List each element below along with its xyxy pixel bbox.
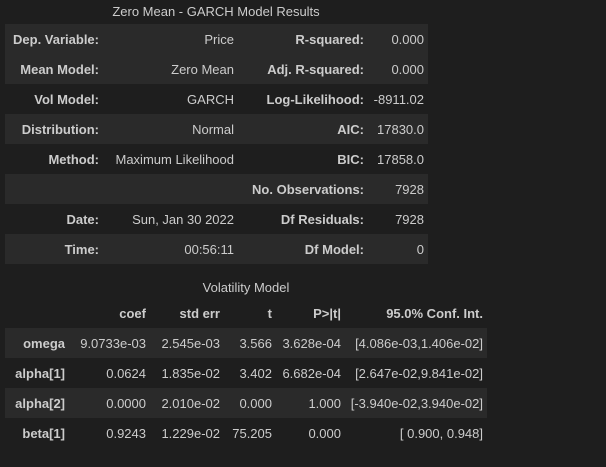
table-row: Time: 00:56:11 Df Model: 0 (5, 234, 428, 264)
row-label: Df Residuals: (280, 211, 364, 227)
row-label: Log-Likelihood: (266, 91, 364, 107)
row-label: Adj. R-squared: (238, 54, 368, 84)
row-value: 0 (368, 234, 428, 264)
param-name: alpha[1] (15, 365, 65, 381)
table-row: Distribution: Normal AIC: 17830.0 (5, 114, 428, 144)
row-value: 17830.0 (368, 114, 428, 144)
column-header: 95.0% Conf. Int. (386, 305, 483, 321)
row-label: AIC: (238, 114, 368, 144)
table-cell: 9.0733e-03 (69, 328, 150, 358)
row-value: Zero Mean (103, 54, 238, 84)
row-value: Maximum Likelihood (115, 151, 235, 167)
column-header (5, 298, 69, 328)
table-row: Date: Sun, Jan 30 2022 Df Residuals: 792… (5, 204, 428, 234)
table-row: Method: Maximum Likelihood BIC: 17858.0 (5, 144, 428, 174)
table-cell: [-3.940e-02,3.940e-02] (345, 388, 487, 418)
volatility-table: coef std err t P>|t| 95.0% Conf. Int. om… (5, 298, 487, 448)
summary-table: Dep. Variable: Price R-squared: 0.000 Me… (5, 24, 428, 264)
table-row: alpha[1] 0.0624 1.835e-02 3.402 6.682e-0… (5, 358, 487, 388)
header-row: coef std err t P>|t| 95.0% Conf. Int. (5, 298, 487, 328)
table-cell: 1.000 (276, 388, 345, 418)
table-cell: [4.086e-03,1.406e-02] (345, 328, 487, 358)
table-cell: 0.9243 (106, 425, 146, 441)
param-name: beta[1] (22, 425, 65, 441)
row-label: Distribution: (5, 114, 103, 144)
table-cell: 6.682e-04 (282, 365, 341, 381)
table-cell: 3.628e-04 (276, 328, 345, 358)
row-value: 0.000 (368, 54, 428, 84)
row-value: 0.000 (368, 24, 428, 54)
row-value: -8911.02 (373, 91, 424, 107)
volatility-model-title: Volatility Model (202, 280, 290, 295)
row-value: 7928 (395, 211, 424, 227)
column-header: std err (179, 305, 220, 321)
row-value: Normal (103, 114, 238, 144)
table-cell: 75.205 (232, 425, 272, 441)
row-label: R-squared: (238, 24, 368, 54)
table-row: omega 9.0733e-03 2.545e-03 3.566 3.628e-… (5, 328, 487, 358)
row-label: No. Observations: (238, 174, 368, 204)
row-label: Time: (5, 234, 103, 264)
row-label: Mean Model: (5, 54, 103, 84)
row-value: Price (103, 24, 238, 54)
table-row: beta[1] 0.9243 1.229e-02 75.205 0.000 [ … (5, 418, 487, 448)
table-cell: [2.647e-02,9.841e-02] (355, 365, 483, 381)
column-header: P>|t| (313, 305, 341, 321)
table-cell: [ 0.900, 0.948] (399, 425, 483, 441)
row-label: BIC: (337, 151, 364, 167)
table-row: No. Observations: 7928 (5, 174, 428, 204)
table-cell: 0.000 (224, 388, 276, 418)
row-label: Date: (66, 211, 99, 227)
column-header: coef (119, 305, 146, 321)
row-value: 17858.0 (377, 151, 424, 167)
row-value (103, 174, 238, 204)
row-value: 7928 (368, 174, 428, 204)
row-value: GARCH (187, 91, 234, 107)
table-cell: 1.229e-02 (161, 425, 220, 441)
row-label: Method: (48, 151, 99, 167)
table-row: Dep. Variable: Price R-squared: 0.000 (5, 24, 428, 54)
row-label (5, 174, 103, 204)
table-cell: 0.0000 (69, 388, 150, 418)
table-cell: 3.566 (224, 328, 276, 358)
table-cell: 2.010e-02 (150, 388, 224, 418)
table-cell: 0.0624 (106, 365, 146, 381)
table-cell: 3.402 (239, 365, 272, 381)
table-cell: 0.000 (308, 425, 341, 441)
table-cell: 1.835e-02 (161, 365, 220, 381)
row-value: Sun, Jan 30 2022 (132, 211, 234, 227)
param-name: omega (5, 328, 69, 358)
table-cell: 2.545e-03 (150, 328, 224, 358)
table-row: Mean Model: Zero Mean Adj. R-squared: 0.… (5, 54, 428, 84)
row-label: Vol Model: (34, 91, 99, 107)
results-title: Zero Mean - GARCH Model Results (112, 4, 320, 19)
table-row: Vol Model: GARCH Log-Likelihood: -8911.0… (5, 84, 428, 114)
table-row: alpha[2] 0.0000 2.010e-02 0.000 1.000 [-… (5, 388, 487, 418)
column-header: t (267, 305, 272, 321)
row-label: Dep. Variable: (5, 24, 103, 54)
param-name: alpha[2] (5, 388, 69, 418)
row-value: 00:56:11 (103, 234, 238, 264)
row-label: Df Model: (238, 234, 368, 264)
